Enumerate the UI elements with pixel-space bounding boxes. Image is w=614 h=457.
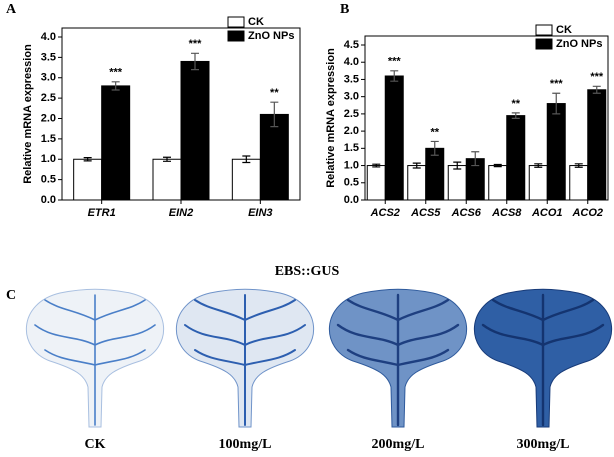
significance: ** [511, 98, 520, 110]
legend-swatch [227, 16, 245, 28]
image-label: CK [85, 437, 106, 452]
error-bar [412, 162, 421, 169]
significance: *** [550, 78, 564, 90]
y-tick-label: 0.5 [344, 177, 359, 189]
legend-label: CK [248, 16, 264, 28]
x-tick-label: ACS6 [451, 207, 482, 219]
panel-c-title: EBS::GUS [275, 264, 340, 279]
legend-swatch [535, 38, 553, 50]
y-tick-label: 0.5 [41, 174, 56, 186]
error-bar [534, 163, 543, 168]
y-tick-label: 4.0 [41, 31, 56, 43]
y-tick-label: 1.5 [344, 142, 359, 154]
error-bar [191, 52, 199, 71]
plot-frame [364, 35, 609, 201]
y-tick-label: 1.0 [41, 153, 56, 165]
error-bar [574, 163, 583, 168]
y-tick-label: 4.0 [344, 56, 359, 68]
y-tick-label: 0.0 [344, 194, 359, 206]
significance: *** [109, 67, 123, 79]
leaf [474, 288, 612, 428]
legend-label: CK [556, 24, 572, 36]
x-tick-label: ACS2 [370, 207, 400, 219]
error-bar [111, 81, 120, 91]
panel-c-label: C [6, 288, 16, 303]
bar [231, 158, 261, 201]
y-tick-label: 1.5 [41, 133, 56, 145]
error-bar [493, 163, 502, 168]
legend-label: ZnO NPs [556, 38, 602, 50]
x-tick-label: ACS8 [491, 207, 522, 219]
bar [259, 113, 289, 201]
bar [506, 115, 526, 201]
significance: ** [270, 87, 279, 99]
error-bar [453, 161, 462, 170]
x-tick-label: ACO2 [571, 207, 603, 219]
bar [407, 165, 427, 201]
bar [366, 165, 386, 201]
x-tick-label: ACS5 [410, 207, 441, 219]
legend-swatch [535, 24, 553, 36]
bar [73, 158, 103, 201]
image-label: 100mg/L [219, 437, 272, 452]
error-bar [471, 151, 480, 167]
leaf [26, 288, 164, 428]
bar [546, 103, 566, 201]
y-tick-label: 3.5 [344, 73, 359, 85]
x-tick-label: EIN3 [248, 207, 272, 219]
bar [180, 60, 210, 201]
error-bar [390, 70, 399, 82]
error-bar [372, 163, 381, 168]
y-tick-label: 1.0 [344, 159, 359, 171]
error-bar [83, 157, 92, 162]
significance: ** [430, 126, 439, 138]
y-tick-label: 2.5 [41, 92, 56, 104]
y-tick-label: 0.0 [41, 194, 56, 206]
error-bar [270, 101, 279, 128]
bar [569, 165, 589, 201]
x-tick-label: ACO1 [531, 207, 563, 219]
y-tick-label: 3.5 [41, 51, 56, 63]
error-bar [511, 112, 520, 119]
bar [447, 165, 467, 201]
y-tick-label: 2.0 [344, 125, 359, 137]
error-bar [242, 155, 251, 164]
leaf [176, 288, 314, 428]
legend-label: ZnO NPs [248, 30, 294, 42]
y-axis-label: Relative mRNA expression [22, 44, 34, 184]
y-tick-label: 4.5 [344, 39, 359, 51]
panel-label: B [340, 2, 349, 17]
y-tick-label: 3.0 [344, 91, 359, 103]
x-tick-label: EIN2 [169, 207, 193, 219]
image-label: 300mg/L [517, 437, 570, 452]
y-axis-label: Relative mRNA expression [325, 48, 337, 188]
bar [384, 75, 404, 201]
error-bar [430, 140, 439, 156]
y-tick-label: 2.5 [344, 108, 359, 120]
error-bar [163, 156, 171, 162]
bar [528, 165, 548, 201]
panel-label: A [6, 2, 17, 17]
bar [101, 85, 131, 201]
error-bar [592, 85, 601, 94]
bar [425, 147, 445, 201]
legend-swatch [227, 30, 245, 42]
y-tick-label: 2.0 [41, 112, 56, 124]
error-bar [552, 92, 561, 115]
bar [152, 158, 182, 201]
leaf [329, 288, 467, 428]
bar [587, 89, 607, 201]
x-tick-label: ETR1 [88, 207, 116, 219]
y-tick-label: 3.0 [41, 72, 56, 84]
significance: *** [590, 71, 604, 83]
image-label: 200mg/L [372, 437, 425, 452]
significance: *** [388, 56, 402, 68]
significance: *** [189, 38, 203, 50]
bar [488, 165, 508, 201]
leaf-images [26, 288, 612, 428]
